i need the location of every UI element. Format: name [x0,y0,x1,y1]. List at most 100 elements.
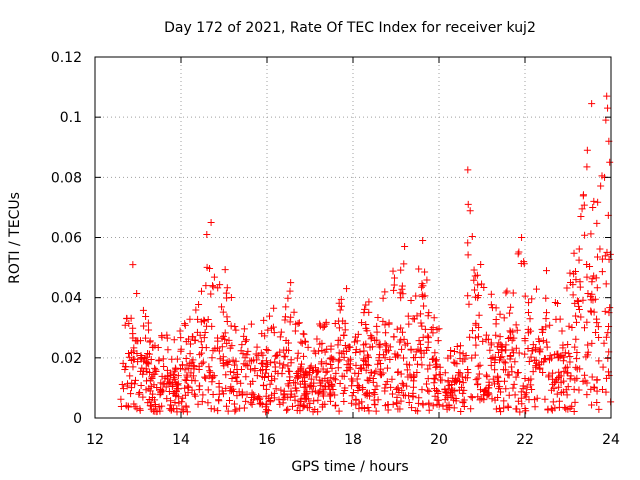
data-point [524,345,532,353]
data-point [205,363,213,371]
data-point [451,347,459,355]
data-point [474,333,482,341]
data-point [168,405,176,413]
data-point [509,384,517,392]
data-point [159,355,167,363]
data-point [323,367,331,375]
data-point [421,325,429,333]
data-point [121,363,129,371]
data-point [399,391,407,399]
data-point [397,266,405,274]
data-point [552,377,560,385]
data-point [584,341,592,349]
data-point [262,346,270,354]
data-point [306,381,314,389]
data-point [291,396,299,404]
data-point [207,405,215,413]
data-point [247,320,255,328]
data-point [129,324,137,332]
data-point [174,385,182,393]
data-point [583,391,591,399]
data-point [583,273,591,281]
data-point [231,323,239,331]
data-point [470,266,478,274]
data-point [450,396,458,404]
data-point [172,392,180,400]
data-point [579,296,587,304]
data-point [601,307,609,315]
data-point [397,324,405,332]
data-point [565,349,573,357]
data-point [153,384,161,392]
data-point [305,371,313,379]
data-point [321,348,329,356]
data-point [381,340,389,348]
data-point [583,163,591,171]
data-point [197,338,205,346]
data-point [300,402,308,410]
data-point [287,313,295,321]
data-point [390,274,398,282]
data-point [581,324,589,332]
data-point [405,398,413,406]
data-point [593,398,601,406]
data-point [451,387,459,395]
data-point [565,322,573,330]
data-point [124,380,132,388]
data-point [233,377,241,385]
data-point [506,355,514,363]
data-point [561,404,569,412]
data-point [204,316,212,324]
data-point [197,318,205,326]
data-point [397,294,405,302]
data-point [143,359,151,367]
data-point [590,383,598,391]
data-point [414,407,422,415]
data-point [293,354,301,362]
data-point [488,395,496,403]
data-point [327,391,335,399]
data-point [599,363,607,371]
data-point [158,332,166,340]
data-point [346,365,354,373]
data-point [508,336,516,344]
data-point [236,404,244,412]
data-point [356,348,364,356]
data-point [480,387,488,395]
data-point [339,317,347,325]
data-point [604,104,612,112]
data-point [496,310,504,318]
data-point [131,403,139,411]
data-point [298,339,306,347]
data-point [301,394,309,402]
data-point [395,388,403,396]
data-point [321,322,329,330]
data-point [286,287,294,295]
data-point [488,304,496,312]
data-point [221,266,229,274]
data-point [598,385,606,393]
data-point [529,368,537,376]
data-point [365,407,373,415]
data-point [525,309,533,317]
data-point [127,390,135,398]
data-point [403,382,411,390]
data-point [346,343,354,351]
data-point [512,373,520,381]
data-point [371,386,379,394]
data-point [219,308,227,316]
data-point [224,360,232,368]
data-point [376,343,384,351]
data-point [464,200,472,208]
data-point [419,237,427,245]
data-point [334,357,342,365]
data-point [117,395,125,403]
data-point [412,406,420,414]
data-point [222,371,230,379]
data-point [336,306,344,314]
data-point [472,376,480,384]
data-point [348,392,356,400]
data-point [371,401,379,409]
data-point [129,355,137,363]
data-point [253,343,261,351]
